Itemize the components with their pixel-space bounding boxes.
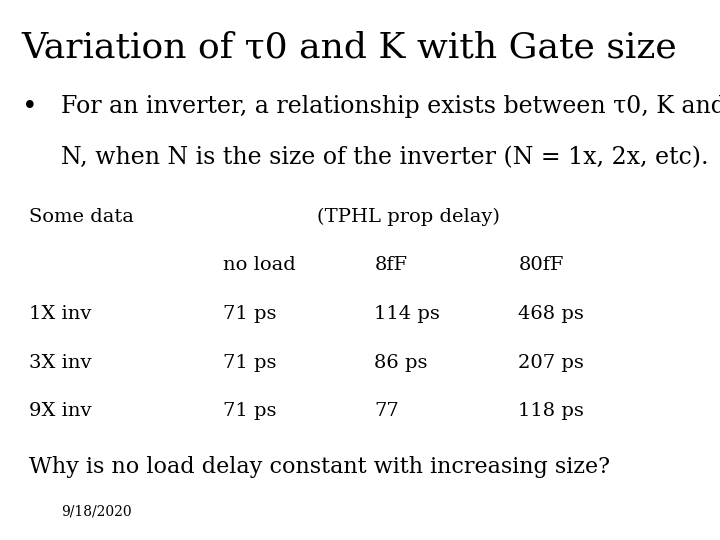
- Text: 114 ps: 114 ps: [374, 305, 440, 323]
- Text: 3X inv: 3X inv: [29, 354, 91, 372]
- Text: Why is no load delay constant with increasing size?: Why is no load delay constant with incre…: [29, 456, 610, 478]
- Text: 468 ps: 468 ps: [518, 305, 584, 323]
- Text: 77: 77: [374, 402, 399, 420]
- Text: 9X inv: 9X inv: [29, 402, 91, 420]
- Text: Some data: Some data: [29, 208, 134, 226]
- Text: 9/18/2020: 9/18/2020: [61, 505, 132, 519]
- Text: •: •: [22, 94, 37, 119]
- Text: no load: no load: [223, 256, 296, 274]
- Text: 71 ps: 71 ps: [223, 305, 276, 323]
- Text: N, when N is the size of the inverter (N = 1x, 2x, etc).: N, when N is the size of the inverter (N…: [61, 146, 708, 169]
- Text: 86 ps: 86 ps: [374, 354, 428, 372]
- Text: 8fF: 8fF: [374, 256, 408, 274]
- Text: 71 ps: 71 ps: [223, 354, 276, 372]
- Text: 1X inv: 1X inv: [29, 305, 91, 323]
- Text: (TPHL prop delay): (TPHL prop delay): [317, 208, 500, 226]
- Text: For an inverter, a relationship exists between τ0, K and: For an inverter, a relationship exists b…: [61, 94, 720, 118]
- Text: 207 ps: 207 ps: [518, 354, 584, 372]
- Text: 80fF: 80fF: [518, 256, 564, 274]
- Text: 71 ps: 71 ps: [223, 402, 276, 420]
- Text: Variation of τ0 and K with Gate size: Variation of τ0 and K with Gate size: [22, 30, 678, 64]
- Text: 118 ps: 118 ps: [518, 402, 584, 420]
